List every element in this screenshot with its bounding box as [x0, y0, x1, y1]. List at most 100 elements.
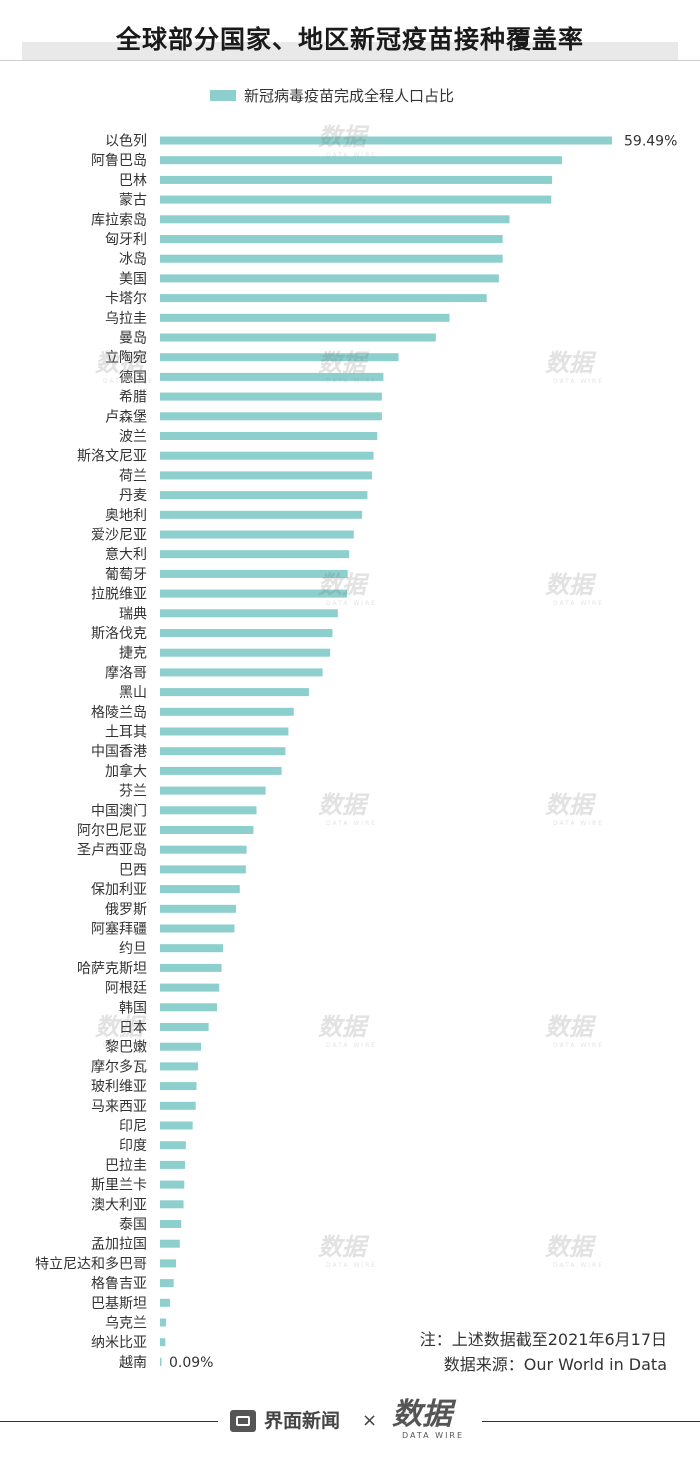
- category-label: 印度: [119, 1138, 147, 1154]
- bar: [160, 1042, 202, 1051]
- bar: [160, 274, 499, 283]
- category-label: 丹麦: [119, 488, 147, 504]
- note-date: 注：上述数据截至2021年6月17日: [419, 1330, 667, 1349]
- category-label: 库拉索岛: [91, 211, 147, 228]
- bar: [160, 1082, 197, 1091]
- category-label: 玻利维亚: [91, 1079, 147, 1095]
- bar: [160, 136, 612, 145]
- category-label: 黑山: [119, 685, 147, 701]
- bar: [160, 1141, 186, 1150]
- category-label: 波兰: [119, 429, 147, 445]
- category-label: 日本: [119, 1020, 147, 1036]
- category-label: 巴林: [119, 173, 147, 189]
- bar: [160, 924, 235, 933]
- bar: [160, 766, 282, 775]
- bar: [160, 313, 450, 322]
- bar: [160, 609, 338, 618]
- bar: [160, 727, 289, 736]
- category-label: 韩国: [119, 1000, 147, 1016]
- footer-rule-right: [482, 1421, 700, 1422]
- category-label: 立陶宛: [105, 350, 147, 366]
- bar: [160, 1259, 176, 1268]
- category-label: 乌克兰: [105, 1316, 147, 1332]
- data-wire-logo-sub: DATA WIRE: [402, 1431, 465, 1440]
- bar: [160, 806, 257, 815]
- bar: [160, 1318, 167, 1327]
- legend-swatch: [210, 90, 236, 101]
- category-label: 斯洛伐克: [91, 626, 147, 642]
- category-label: 俄罗斯: [105, 902, 147, 918]
- bar: [160, 865, 246, 874]
- title-highlight: [22, 42, 678, 60]
- category-label: 巴基斯坦: [91, 1295, 147, 1312]
- bar: [160, 648, 331, 657]
- category-label: 芬兰: [119, 784, 147, 800]
- category-label: 马来西亚: [91, 1099, 147, 1115]
- data-label-last: 0.09%: [169, 1355, 213, 1371]
- bar: [160, 589, 347, 598]
- bar: [160, 530, 354, 539]
- category-label: 中国香港: [91, 744, 147, 760]
- bar: [160, 845, 247, 854]
- bar: [160, 747, 286, 756]
- category-label: 黎巴嫩: [105, 1040, 147, 1056]
- category-label: 泰国: [119, 1217, 147, 1233]
- bar: [160, 1200, 184, 1209]
- category-label: 美国: [119, 271, 147, 287]
- bar: [160, 215, 510, 224]
- category-label: 斯里兰卡: [91, 1178, 147, 1194]
- bar: [160, 550, 350, 559]
- category-label: 捷克: [119, 646, 147, 662]
- category-label: 阿尔巴尼亚: [77, 823, 147, 839]
- data-wire-logo-mark: 数据: [392, 1397, 452, 1432]
- bar: [160, 1338, 166, 1347]
- bar: [160, 944, 224, 953]
- category-label: 澳大利亚: [91, 1197, 147, 1213]
- category-label: 德国: [119, 370, 147, 386]
- category-label: 以色列: [105, 133, 147, 150]
- bar: [160, 1357, 162, 1366]
- bar: [160, 1220, 182, 1228]
- category-label: 阿鲁巴岛: [91, 153, 147, 169]
- category-label: 奥地利: [105, 507, 147, 524]
- category-label: 卢森堡: [105, 409, 147, 425]
- category-label: 蒙古: [119, 193, 147, 209]
- category-label: 拉脱维亚: [91, 587, 147, 603]
- category-label: 曼岛: [119, 331, 147, 347]
- brand-name: 界面新闻: [264, 1410, 341, 1432]
- bar: [160, 392, 382, 401]
- bar: [160, 786, 266, 795]
- category-label: 阿塞拜疆: [91, 921, 147, 938]
- bar: [160, 668, 323, 677]
- bar: [160, 1003, 217, 1012]
- category-label: 圣卢西亚岛: [77, 843, 147, 859]
- category-label: 乌拉圭: [105, 311, 147, 327]
- category-label: 土耳其: [105, 725, 147, 741]
- category-label: 约旦: [119, 941, 147, 957]
- category-label: 摩洛哥: [105, 664, 147, 681]
- bar: [160, 826, 254, 834]
- bar: [160, 569, 348, 578]
- note-source: 数据来源：Our World in Data: [443, 1355, 667, 1374]
- category-label: 纳米比亚: [91, 1335, 147, 1351]
- bar: [160, 451, 374, 460]
- title-band: 全球部分国家、地区新冠疫苗接种覆盖率: [0, 22, 700, 62]
- bar: [160, 510, 363, 519]
- bar-chart: 以色列阿鲁巴岛巴林蒙古库拉索岛匈牙利冰岛美国卡塔尔乌拉圭曼岛立陶宛德国希腊卢森堡…: [35, 133, 677, 1371]
- category-label: 印尼: [119, 1119, 147, 1135]
- jiemian-news-icon: [230, 1410, 256, 1432]
- bar: [160, 353, 399, 362]
- bar: [160, 904, 236, 913]
- bar: [160, 333, 436, 342]
- bar: [160, 1101, 196, 1110]
- category-label: 孟加拉国: [91, 1237, 147, 1253]
- bar: [160, 963, 222, 972]
- category-label: 加拿大: [105, 763, 147, 780]
- category-label: 越南: [119, 1355, 147, 1371]
- title-rule: [0, 60, 700, 61]
- bar: [160, 1023, 209, 1031]
- bar: [160, 688, 309, 697]
- bar: [160, 175, 553, 184]
- bar: [160, 254, 503, 263]
- bar: [160, 235, 503, 243]
